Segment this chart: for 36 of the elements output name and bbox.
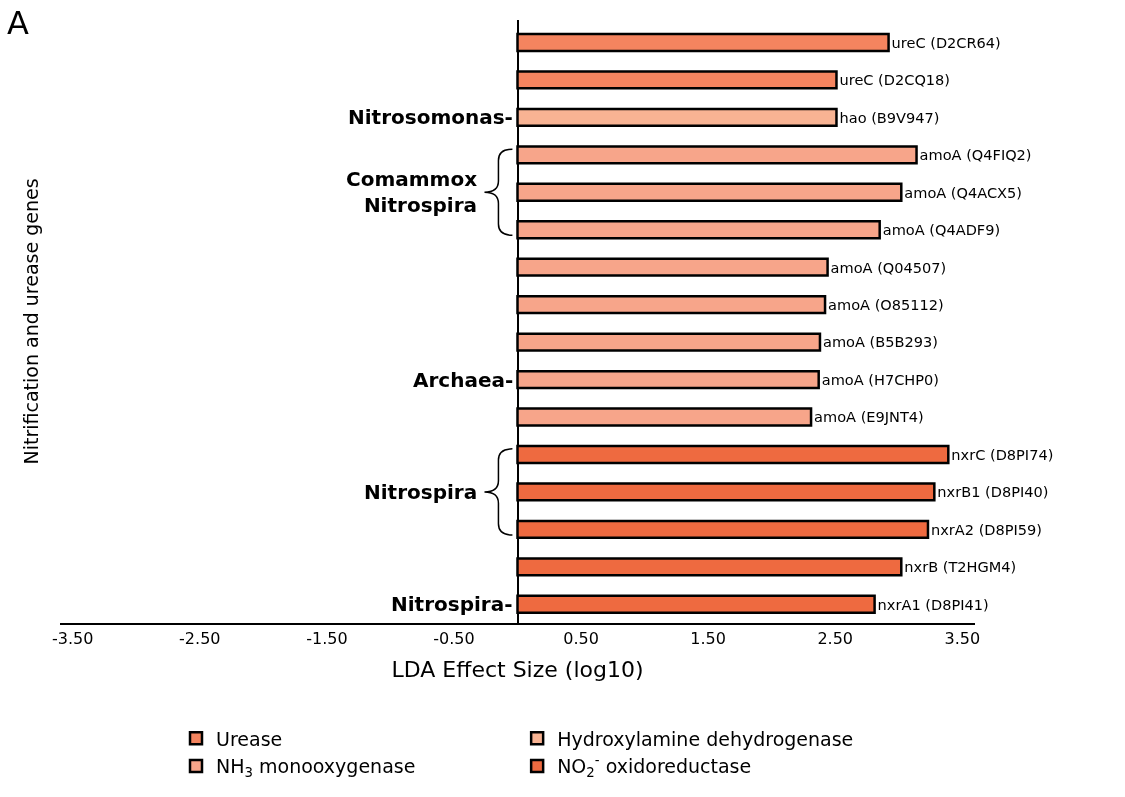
annotation: Comammox Nitrospira xyxy=(346,167,478,217)
annotation: Archaea- xyxy=(413,368,514,392)
y-tick-label: ureC (D2CR64) xyxy=(891,33,1001,51)
y-tick-label: hao (B9V947) xyxy=(839,108,940,126)
legend-label: NO$_{2}$$^{-}$ oxidoreductase xyxy=(557,753,752,781)
x-tick-label: 2.50 xyxy=(817,628,854,648)
y-tick-label: amoA (B5B293) xyxy=(823,333,938,351)
y-tick-label: nxrB (T2HGM4) xyxy=(904,558,1017,576)
x-tick-label: -1.50 xyxy=(306,628,348,648)
x-tick-label: -2.50 xyxy=(179,628,221,648)
x-tick-label: 1.50 xyxy=(690,628,726,648)
annotation: Nitrosomonas- xyxy=(348,105,513,129)
y-tick-label: amoA (Q04507) xyxy=(830,258,947,276)
x-tick-label: -3.50 xyxy=(52,628,94,648)
legend-label: Urease xyxy=(216,727,283,750)
y-tick-label: amoA (Q4ADF9) xyxy=(882,221,1001,239)
y-tick-label: amoA (O85112) xyxy=(828,296,944,314)
y-tick-label: amoA (E9JNT4) xyxy=(814,408,924,426)
text: A xyxy=(7,4,29,42)
annotation: Nitrospira- xyxy=(391,592,513,616)
y-tick-label: nxrA2 (D8PI59) xyxy=(931,520,1043,538)
y-tick-label: nxrB1 (D8PI40) xyxy=(937,483,1049,501)
y-axis-title: Nitrification and urease genes xyxy=(19,178,42,465)
x-tick-label: -0.50 xyxy=(433,628,475,648)
y-tick-label: amoA (H7CHP0) xyxy=(821,370,939,388)
legend-label: NH$_{3}$ monooxygenase xyxy=(216,755,416,781)
legend-label: Hydroxylamine dehydrogenase xyxy=(557,727,854,750)
x-axis-title: LDA Effect Size (log10) xyxy=(391,657,644,683)
x-tick-label: 0.50 xyxy=(563,628,599,648)
y-tick-label: ureC (D2CQ18) xyxy=(839,71,951,89)
x-tick-label: 3.50 xyxy=(944,628,981,648)
y-tick-label: nxrA1 (D8PI41) xyxy=(877,595,989,613)
y-tick-label: nxrC (D8PI74) xyxy=(951,445,1054,463)
annotation: Nitrospira xyxy=(364,480,478,504)
y-tick-label: amoA (Q4ACX5) xyxy=(904,183,1023,201)
y-tick-label: amoA (Q4FIQ2) xyxy=(919,146,1032,164)
